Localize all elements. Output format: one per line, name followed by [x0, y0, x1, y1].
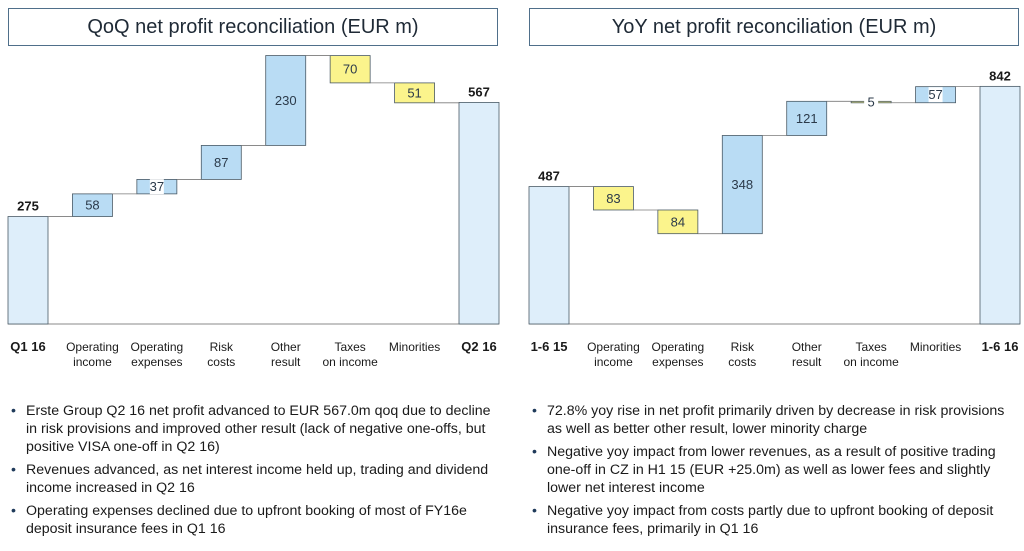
value-label-q1-16: 275 — [17, 199, 39, 214]
value-label-taxes-on-income: 5 — [868, 95, 875, 110]
value-label-risk-costs: 348 — [731, 177, 753, 192]
category-label-1-6-16: 1-6 16 — [982, 339, 1019, 354]
qoq-waterfall-chart: 275 Q1 16 58 Operating income 37 Operating expe… — [7, 55, 500, 369]
bar-q2-16 — [458, 102, 500, 325]
yoy-commentary: 72.8% yoy rise in net profit primarily d… — [529, 402, 1021, 543]
category-label-operating-expenses: Operating expenses — [131, 340, 184, 369]
value-label-q2-16: 567 — [468, 84, 490, 99]
bar-1-6-15 — [528, 186, 570, 325]
bar-other-result — [786, 100, 828, 136]
qoq-commentary: Erste Group Q2 16 net profit advanced to… — [8, 402, 500, 543]
bar-operating-income — [593, 186, 634, 211]
bar-risk-costs — [721, 135, 763, 235]
bar-operating-income — [72, 193, 113, 217]
bullet-item: Negative yoy impact from costs partly du… — [529, 502, 1021, 538]
value-label-backing — [928, 87, 943, 103]
value-label-other-result: 230 — [275, 93, 297, 108]
value-label-1-6-16: 842 — [989, 68, 1011, 83]
category-label-risk-costs: Risk costs — [728, 340, 756, 369]
bar-taxes-on-income — [329, 55, 371, 84]
value-label-taxes-on-income: 70 — [343, 62, 357, 77]
category-label-other-result: Other result — [271, 340, 301, 369]
category-label-other-result: Other result — [792, 340, 822, 369]
category-label-taxes-on-income: Taxes on income — [843, 340, 899, 369]
category-label-minorities: Minorities — [910, 340, 961, 354]
value-label-operating-income: 58 — [85, 198, 99, 213]
bullet-item: Negative yoy impact from lower revenues,… — [529, 443, 1021, 497]
bar-minorities — [394, 82, 435, 104]
category-label-q2-16: Q2 16 — [461, 339, 496, 354]
value-label-operating-expenses: 37 — [150, 179, 164, 194]
value-label-backing — [864, 94, 879, 110]
bullet-item: Revenues advanced, as net interest incom… — [8, 461, 500, 497]
value-label-1-6-15: 487 — [538, 169, 560, 184]
yoy-chart-title: YoY net profit reconciliation (EUR m) — [529, 8, 1019, 46]
value-label-minorities: 51 — [407, 85, 421, 100]
category-label-q1-16: Q1 16 — [10, 339, 45, 354]
value-label-operating-income: 83 — [606, 191, 620, 206]
category-label-taxes-on-income: Taxes on income — [322, 340, 378, 369]
qoq-chart-title: QoQ net profit reconciliation (EUR m) — [8, 8, 498, 46]
value-label-backing — [149, 179, 164, 195]
value-label-operating-expenses: 84 — [671, 214, 685, 229]
bar-risk-costs — [200, 145, 242, 180]
yoy-panel: YoY net profit reconciliation (EUR m) 48… — [528, 0, 1023, 551]
category-label-minorities: Minorities — [389, 340, 440, 354]
bar-q1-16 — [7, 216, 49, 325]
value-label-other-result: 121 — [796, 111, 818, 126]
category-label-1-6-15: 1-6 15 — [531, 339, 568, 354]
value-label-risk-costs: 87 — [214, 155, 228, 170]
category-label-operating-income: Operating income — [587, 340, 640, 369]
category-label-risk-costs: Risk costs — [207, 340, 235, 369]
qoq-panel: QoQ net profit reconciliation (EUR m) 27… — [7, 0, 502, 551]
value-label-minorities: 57 — [928, 87, 942, 102]
category-label-operating-expenses: Operating expenses — [652, 340, 705, 369]
category-label-operating-income: Operating income — [66, 340, 119, 369]
yoy-waterfall-chart: 487 1-6 15 83 Operating income 84 Operating exp… — [528, 68, 1021, 369]
bar-1-6-16 — [979, 85, 1021, 325]
bullet-item: Operating expenses declined due to upfro… — [8, 502, 500, 538]
bullet-item: Erste Group Q2 16 net profit advanced to… — [8, 402, 500, 456]
bullet-item: 72.8% yoy rise in net profit primarily d… — [529, 402, 1021, 438]
bar-other-result — [265, 55, 307, 146]
bar-operating-expenses — [657, 209, 699, 235]
